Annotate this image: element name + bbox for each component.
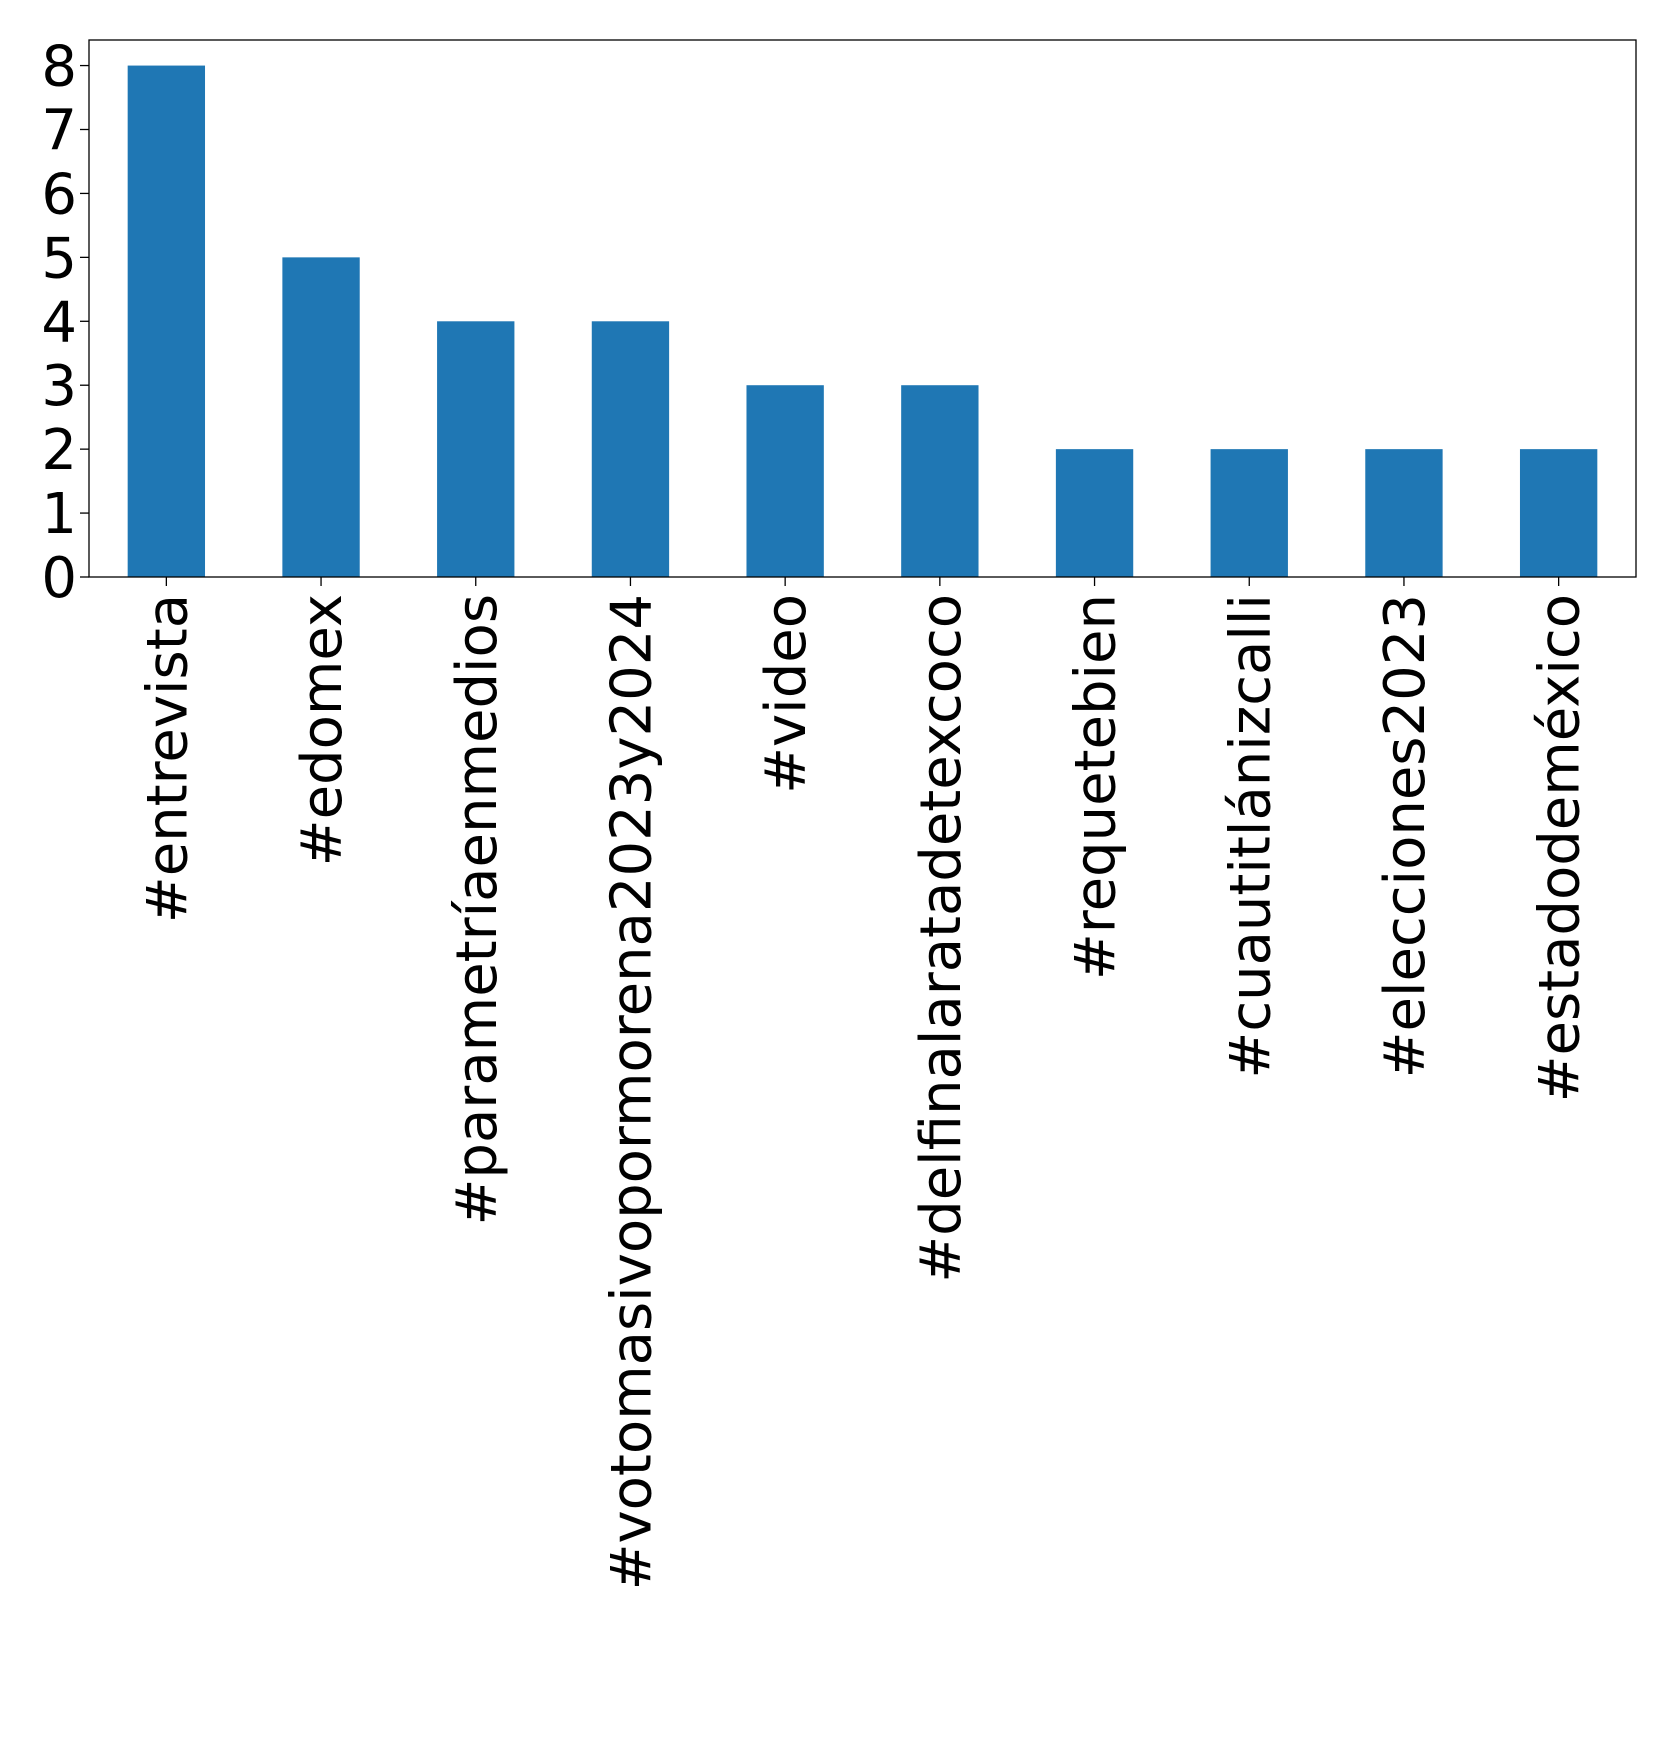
x-tick-label: #requetebien bbox=[1064, 594, 1129, 980]
x-tick-label: #elecciones2023 bbox=[1373, 594, 1438, 1078]
bar-delfinalaratadetexcoco bbox=[901, 385, 979, 577]
plot-frame bbox=[88, 39, 1637, 578]
y-tick-label: 7 bbox=[41, 99, 77, 164]
bar-votomasivopormorena2023y2024 bbox=[591, 321, 670, 577]
y-tick-label: 2 bbox=[41, 418, 77, 483]
x-tick-label: #entrevista bbox=[135, 594, 200, 923]
bar-entrevista bbox=[127, 65, 206, 577]
y-tick-label: 8 bbox=[41, 35, 77, 100]
bar-elecciones2023 bbox=[1365, 449, 1443, 577]
x-tick-label: #video bbox=[754, 594, 819, 794]
bar-parametríaenmedios bbox=[437, 321, 515, 577]
y-tick-label: 0 bbox=[41, 546, 77, 611]
bars-layer bbox=[127, 65, 1598, 577]
bar-requetebien bbox=[1055, 449, 1134, 577]
bar-edomex bbox=[282, 257, 360, 577]
y-tick-label: 6 bbox=[41, 162, 77, 227]
bar-estadodeméxico bbox=[1519, 449, 1598, 577]
x-tick-label: #cuautitlánizcalli bbox=[1218, 594, 1283, 1079]
bar-cuautitlánizcalli bbox=[1210, 449, 1288, 577]
x-tick-label: #estadodeméxico bbox=[1528, 594, 1593, 1102]
x-tick-label: #edomex bbox=[290, 594, 355, 866]
bar-video bbox=[746, 385, 824, 577]
x-tick-label: #parametríaenmedios bbox=[445, 594, 510, 1225]
y-tick-label: 5 bbox=[41, 226, 77, 291]
y-tick-label: 4 bbox=[41, 290, 77, 355]
x-tick-label: #delfinalaratadetexcoco bbox=[909, 594, 974, 1283]
axes-layer bbox=[88, 39, 1637, 578]
x-axis-ticks: #entrevista #edomex #parametríaenmedios #vo… bbox=[135, 577, 1593, 1590]
x-tick-label: #votomasivopormorena2023y2024 bbox=[599, 594, 664, 1590]
y-tick-label: 1 bbox=[41, 482, 77, 547]
y-tick-label: 3 bbox=[41, 354, 77, 419]
